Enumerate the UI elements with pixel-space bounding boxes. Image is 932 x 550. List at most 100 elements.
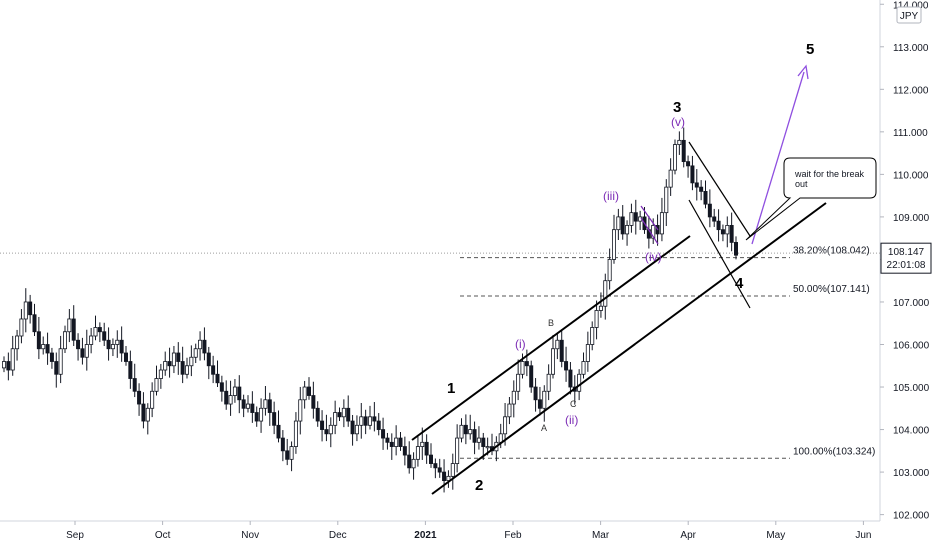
- candle-body: [603, 280, 608, 307]
- candle: [171, 345, 176, 374]
- correction-lower-line[interactable]: [688, 199, 751, 309]
- candle-body: [63, 331, 68, 350]
- wave-label-sub-C: C: [570, 399, 577, 409]
- candle-body: [354, 424, 359, 435]
- candle-body: [620, 216, 625, 235]
- forecast-arrow[interactable]: [751, 64, 809, 245]
- candle: [407, 441, 412, 474]
- candle-body: [145, 407, 150, 422]
- plot-area: [0, 0, 880, 521]
- candle-body: [729, 225, 734, 243]
- candle-body: [424, 441, 429, 456]
- candle: [337, 407, 342, 422]
- candle: [633, 199, 638, 235]
- candle-body: [163, 361, 168, 371]
- candle-body: [263, 399, 268, 409]
- candle: [106, 327, 111, 361]
- candle-body: [341, 407, 346, 418]
- candle: [189, 345, 194, 377]
- currency-badge[interactable]: JPY: [896, 6, 922, 24]
- candle: [381, 417, 386, 450]
- candle: [80, 337, 85, 365]
- candle-body: [328, 424, 333, 435]
- candle-body: [84, 344, 89, 358]
- wave-label-minor-iii: (iii): [603, 189, 619, 203]
- candle-body: [415, 446, 420, 460]
- candle-body: [6, 361, 11, 371]
- channel-upper-line[interactable]: [411, 235, 691, 441]
- candle: [10, 335, 15, 376]
- candle-body: [193, 348, 198, 358]
- y-tick-label: 105.000: [893, 383, 930, 394]
- candle-body: [498, 433, 503, 443]
- candle: [32, 303, 37, 336]
- candle: [529, 360, 534, 393]
- candle-body: [202, 339, 207, 354]
- candle-body: [407, 454, 412, 469]
- channel-lower-line[interactable]: [431, 202, 827, 495]
- candle-body: [699, 186, 704, 192]
- y-tick-label: 114.000: [893, 0, 929, 11]
- correction-upper-line[interactable]: [688, 141, 751, 237]
- x-axis-ticks: Sep Oct Nov Dec 2021 Feb Mar Apr May Jun: [66, 521, 871, 541]
- candle: [89, 327, 94, 354]
- candle-body: [450, 463, 455, 477]
- candle-body: [106, 339, 111, 350]
- candle-body: [110, 344, 115, 350]
- candle: [720, 224, 725, 242]
- candle-body: [568, 369, 573, 388]
- candle-body: [559, 339, 564, 362]
- candle-body: [359, 416, 364, 426]
- candle: [154, 365, 159, 396]
- candle-body: [681, 139, 686, 163]
- candle-body: [594, 310, 599, 328]
- candle-body: [67, 318, 72, 333]
- candle-body: [520, 361, 525, 375]
- callout-note[interactable]: wait for the break out: [745, 157, 877, 241]
- candle-body: [442, 471, 447, 481]
- wave-label-1: 1: [447, 380, 455, 397]
- candle-body: [154, 378, 159, 392]
- candle-body: [633, 212, 638, 222]
- candle-body: [577, 373, 582, 392]
- candle-body: [694, 182, 699, 188]
- x-tick-label: Apr: [680, 530, 696, 541]
- candle-body: [507, 403, 512, 418]
- x-tick-label: Mar: [592, 530, 610, 541]
- candle-body: [76, 339, 81, 350]
- candle-body: [219, 382, 224, 392]
- candle: [734, 236, 739, 260]
- candle: [681, 127, 686, 168]
- candle-body: [585, 344, 590, 362]
- candle: [585, 331, 590, 372]
- candle-body: [324, 429, 329, 435]
- candle-body: [320, 420, 325, 430]
- candle: [533, 378, 538, 412]
- candle: [350, 414, 355, 446]
- wedge-lower-line[interactable]: [640, 217, 659, 245]
- y-tick-label: 104.000: [893, 426, 930, 437]
- candle: [193, 343, 198, 364]
- wave-label-5: 5: [806, 41, 814, 58]
- candle: [511, 380, 516, 418]
- candle-body: [625, 225, 630, 235]
- candle: [320, 410, 325, 442]
- candle: [254, 406, 259, 427]
- candle: [328, 417, 333, 448]
- candle-body: [463, 424, 468, 435]
- candle: [725, 216, 730, 248]
- candle-body: [28, 301, 33, 316]
- candle-body: [372, 416, 377, 422]
- wedge-upper-line[interactable]: [640, 205, 659, 231]
- candle-body: [306, 386, 311, 396]
- candle: [267, 392, 272, 426]
- candle-body: [381, 429, 386, 439]
- candle-body: [32, 314, 37, 333]
- candle: [145, 403, 150, 435]
- candle: [607, 248, 612, 290]
- candle-body: [302, 386, 307, 401]
- candle: [276, 410, 281, 443]
- candle-body: [198, 339, 203, 350]
- candle: [664, 179, 669, 227]
